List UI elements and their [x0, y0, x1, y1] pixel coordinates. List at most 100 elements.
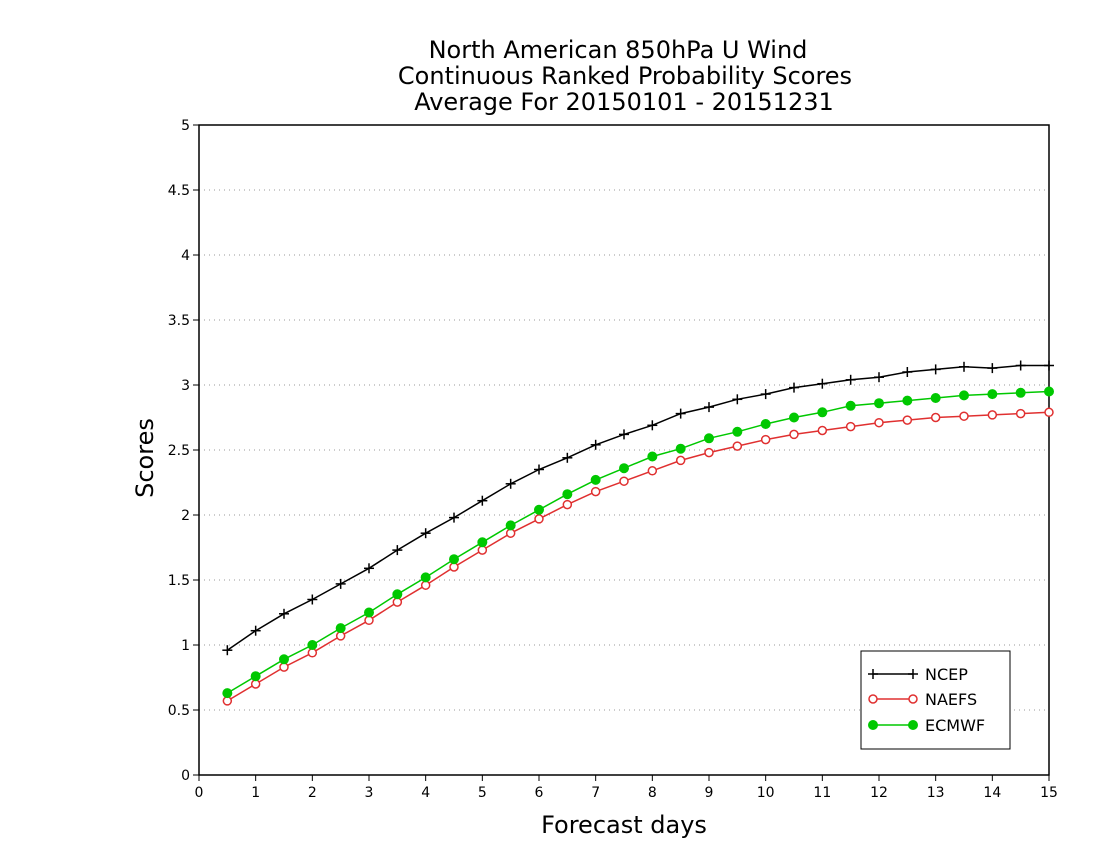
x-tick-label: 3 — [365, 785, 374, 801]
point-ncep — [250, 625, 261, 636]
legend-marker-ecmwf — [868, 720, 878, 730]
y-axis-title: Scores — [131, 418, 159, 498]
legend-marker-ncep — [908, 669, 918, 679]
point-ecmwf — [420, 572, 431, 583]
x-tick-label: 1 — [251, 785, 260, 801]
point-ecmwf — [647, 451, 658, 462]
point-naefs — [335, 631, 346, 641]
x-tick-label: 12 — [870, 785, 888, 801]
point-ecmwf — [250, 671, 261, 682]
point-ecmwf — [364, 607, 374, 618]
chart-title-line-2: Continuous Ranked Probability Scores — [398, 62, 852, 90]
point-naefs — [817, 425, 828, 436]
legend-item-naefs: NAEFS — [868, 690, 977, 709]
x-tick-label: 11 — [813, 785, 831, 801]
point-ecmwf — [760, 419, 771, 429]
point-ecmwf — [874, 398, 884, 409]
point-ecmwf — [959, 390, 969, 401]
point-ncep — [619, 429, 629, 440]
point-ncep — [364, 563, 374, 574]
point-ncep — [420, 528, 431, 539]
point-ncep — [477, 495, 488, 506]
point-naefs — [222, 696, 233, 706]
y-tick-label: 5 — [181, 118, 190, 134]
point-ncep — [505, 478, 516, 489]
point-ecmwf — [477, 537, 488, 548]
point-ncep — [704, 402, 714, 413]
y-tick-label: 2.5 — [168, 443, 190, 459]
point-ncep — [1044, 360, 1054, 371]
point-ecmwf — [534, 504, 544, 515]
x-tick-label: 5 — [478, 785, 487, 801]
point-ecmwf — [930, 393, 941, 403]
point-ecmwf — [222, 688, 233, 699]
legend-marker-naefs — [908, 694, 918, 704]
point-ecmwf — [307, 640, 318, 650]
x-tick-label: 0 — [195, 785, 204, 801]
x-tick-label: 2 — [308, 785, 317, 801]
point-naefs — [675, 455, 686, 466]
legend-label-naefs: NAEFS — [925, 690, 977, 709]
point-naefs — [1044, 407, 1054, 418]
point-ncep — [1015, 360, 1026, 371]
x-tick-label: 4 — [421, 785, 430, 801]
point-ncep — [845, 374, 856, 385]
point-ecmwf — [505, 520, 516, 531]
point-ncep — [760, 389, 771, 400]
point-ncep — [930, 364, 941, 375]
point-naefs — [845, 421, 856, 432]
point-ncep — [335, 578, 346, 589]
legend-item-ecmwf: ECMWF — [868, 716, 985, 735]
y-tick-label: 0.5 — [168, 703, 190, 719]
point-ecmwf — [1044, 386, 1054, 397]
point-naefs — [789, 429, 799, 440]
series — [222, 360, 1054, 706]
point-naefs — [562, 499, 573, 510]
point-ncep — [392, 545, 403, 556]
series-line-ecmwf — [226, 390, 1050, 694]
x-tick-label: 7 — [591, 785, 600, 801]
point-ncep — [874, 372, 884, 383]
y-tick-label: 1.5 — [168, 573, 190, 589]
point-naefs — [590, 486, 601, 497]
point-ncep — [675, 408, 686, 419]
point-naefs — [647, 466, 658, 476]
y-tick-label: 1 — [181, 638, 190, 654]
series-ecmwf — [222, 386, 1054, 699]
point-naefs — [704, 447, 714, 458]
x-axis-title: Forecast days — [541, 811, 707, 839]
point-ncep — [647, 420, 658, 431]
y-tick-label: 3.5 — [168, 313, 190, 329]
legend-label-ncep: NCEP — [925, 665, 968, 684]
grid — [199, 124, 1049, 711]
legend: NCEP NAEFS ECMWF — [860, 650, 1011, 750]
point-ecmwf — [732, 426, 743, 437]
legend-label-ecmwf: ECMWF — [925, 716, 985, 735]
point-ncep — [789, 382, 799, 393]
legend-box — [860, 650, 1011, 750]
point-naefs — [902, 415, 913, 425]
point-naefs — [874, 417, 884, 428]
point-ncep — [562, 452, 573, 463]
point-ecmwf — [590, 474, 601, 485]
point-naefs — [987, 410, 998, 420]
point-ecmwf — [845, 400, 856, 411]
chart-title-line-1: North American 850hPa U Wind — [429, 36, 808, 64]
x-tick-label: 14 — [983, 785, 1001, 801]
point-ecmwf — [392, 589, 403, 600]
point-naefs — [1015, 408, 1026, 419]
y-tick-label: 3 — [181, 378, 190, 394]
y-tick-label: 4 — [181, 248, 190, 264]
point-ecmwf — [675, 443, 686, 454]
axes: 00.511.522.533.544.550 1 2 3 4 5 6 7 8 9 10 11 12 13 1… — [168, 118, 1058, 801]
point-ecmwf — [902, 395, 913, 406]
point-ecmwf — [987, 389, 998, 400]
point-ncep — [902, 367, 913, 377]
x-tick-label: 6 — [535, 785, 544, 801]
point-ncep — [279, 608, 289, 619]
point-ecmwf — [279, 654, 289, 665]
point-ncep — [449, 512, 459, 523]
point-ecmwf — [704, 433, 714, 444]
